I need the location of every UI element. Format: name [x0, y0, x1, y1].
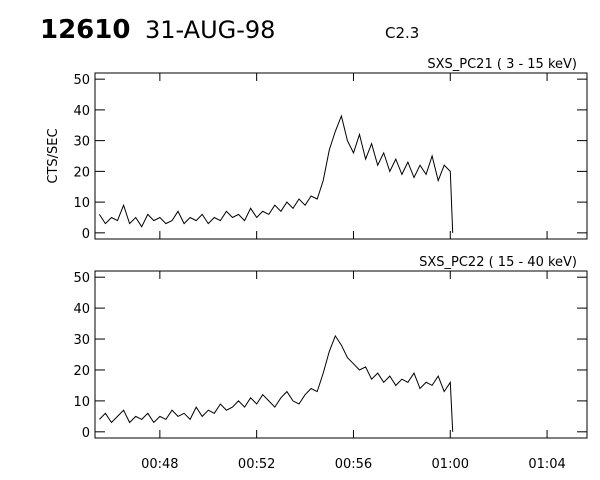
y-tick-label: 40 — [73, 104, 90, 119]
x-tick-label: 01:04 — [528, 457, 565, 472]
y-tick-label: 10 — [73, 196, 90, 211]
y-tick-label: 40 — [73, 302, 90, 317]
y-tick-label: 20 — [73, 364, 90, 379]
date: 31-AUG-98 — [145, 16, 275, 44]
y-tick-label: 30 — [73, 333, 90, 348]
flare-class: C2.3 — [385, 24, 419, 42]
y-tick-label: 50 — [73, 73, 90, 88]
y-tick-label: 0 — [82, 227, 90, 242]
panel-title: SXS_PC21 ( 3 - 15 keV) — [427, 57, 577, 72]
y-tick-label: 30 — [73, 135, 90, 150]
y-tick-label: 0 — [82, 426, 90, 441]
plot-frame — [94, 72, 588, 240]
x-tick-label: 00:48 — [141, 457, 178, 472]
x-tick-label: 00:52 — [238, 457, 275, 472]
plot-frame — [94, 270, 588, 439]
data-line — [98, 114, 454, 233]
y-tick-label: 10 — [73, 395, 90, 410]
data-line — [99, 334, 454, 432]
x-tick-label: 01:00 — [432, 457, 469, 472]
event-id: 12610 — [40, 15, 130, 45]
y-tick-label: 50 — [73, 271, 90, 286]
panel-title: SXS_PC22 ( 15 - 40 keV) — [419, 255, 577, 270]
x-tick-label: 00:56 — [335, 457, 372, 472]
y-axis-label: CTS/SEC — [46, 128, 61, 183]
y-tick-label: 20 — [73, 165, 90, 180]
